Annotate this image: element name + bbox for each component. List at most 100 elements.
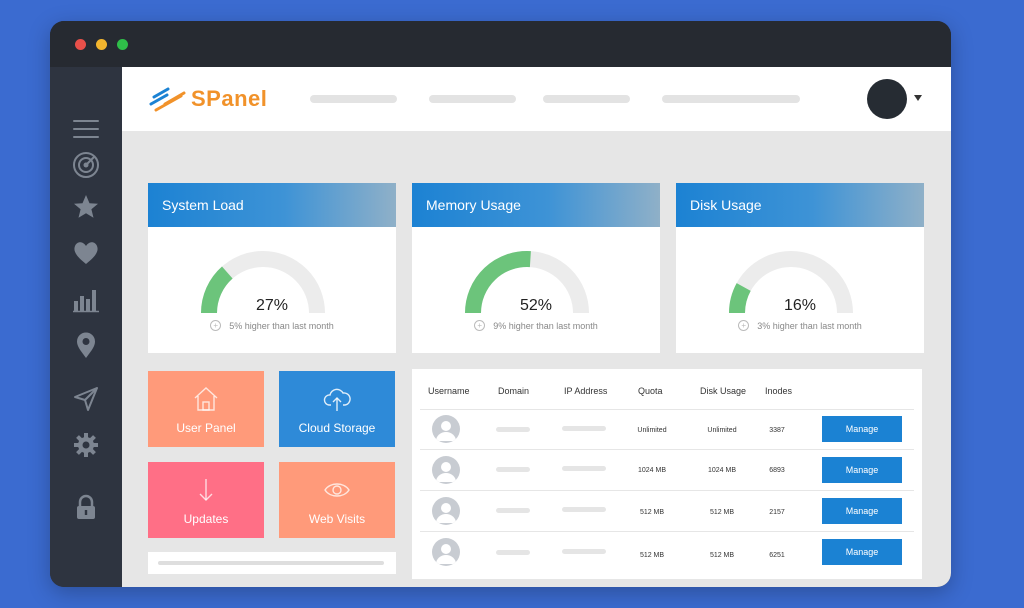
updates-tile[interactable]: Updates	[148, 462, 264, 538]
nav-item-2[interactable]	[429, 95, 516, 103]
cloud-storage-tile[interactable]: Cloud Storage	[279, 371, 395, 447]
user-avatar-icon	[432, 415, 460, 443]
accounts-table: Username Domain IP Address Quota Disk Us…	[412, 369, 922, 579]
card-title: System Load	[148, 183, 396, 227]
domain-placeholder	[496, 508, 530, 513]
logo[interactable]: SPanel	[148, 82, 267, 116]
inodes-cell: 6893	[769, 467, 785, 474]
user-avatar-icon	[432, 456, 460, 484]
radar-icon[interactable]	[68, 149, 104, 181]
gauge-percent: 27%	[255, 297, 289, 314]
eye-icon	[323, 476, 351, 504]
quota-cell: 512 MB	[639, 552, 665, 559]
quota-cell: 512 MB	[639, 509, 665, 516]
user-avatar[interactable]	[867, 79, 907, 119]
logo-text: SPanel	[191, 86, 268, 111]
column-header-ip-address: IP Address	[564, 386, 608, 396]
column-header-inodes: Inodes	[765, 386, 793, 396]
user-avatar-icon	[432, 497, 460, 525]
card-title: Memory Usage	[412, 183, 660, 227]
tile-label: User Panel	[176, 421, 236, 435]
column-header-domain: Domain	[498, 386, 530, 396]
tile-label: Cloud Storage	[298, 421, 376, 435]
column-header-disk-usage: Disk Usage	[700, 386, 747, 396]
inodes-cell: 3387	[769, 427, 785, 434]
browser-window: SPanel System Load 27% + 5% higher than …	[50, 21, 951, 587]
domain-placeholder	[496, 467, 530, 472]
domain-placeholder	[496, 550, 530, 555]
lock-icon[interactable]	[68, 491, 104, 523]
chevron-down-icon[interactable]	[914, 95, 922, 101]
gauge-percent: 16%	[783, 297, 817, 314]
manage-button[interactable]: Manage	[822, 457, 902, 483]
user-panel-tile[interactable]: User Panel	[148, 371, 264, 447]
window-titlebar	[50, 21, 951, 67]
close-window-button[interactable]	[75, 39, 86, 50]
card-title: Disk Usage	[676, 183, 924, 227]
table-divider	[420, 531, 914, 532]
table-divider	[420, 449, 914, 450]
ip-placeholder	[562, 466, 606, 471]
ip-placeholder	[562, 549, 606, 554]
menu-icon[interactable]	[68, 113, 104, 145]
plus-circle-icon: +	[210, 320, 222, 331]
cloud-upload-icon	[323, 385, 351, 413]
system-load-gauge	[201, 251, 325, 314]
disk-usage-cell: 512 MB	[709, 552, 735, 559]
nav-item-3[interactable]	[543, 95, 630, 103]
ip-placeholder	[562, 507, 606, 512]
heart-icon[interactable]	[68, 237, 104, 269]
inodes-cell: 6251	[769, 552, 785, 559]
star-icon[interactable]	[68, 191, 104, 223]
location-pin-icon[interactable]	[68, 329, 104, 361]
bottom-panel	[148, 552, 396, 574]
main-content: SPanel System Load 27% + 5% higher than …	[122, 67, 951, 587]
domain-placeholder	[496, 427, 530, 432]
quota-cell: 1024 MB	[637, 467, 667, 474]
minimize-window-button[interactable]	[96, 39, 107, 50]
gauge-note: + 5% higher than last month	[148, 320, 396, 331]
gauge-note: + 9% higher than last month	[412, 320, 660, 331]
table-divider	[420, 490, 914, 491]
gauge-note-text: 9% higher than last month	[493, 320, 598, 331]
ip-placeholder	[562, 426, 606, 431]
manage-button[interactable]: Manage	[822, 539, 902, 565]
send-icon[interactable]	[68, 383, 104, 415]
user-avatar-icon	[432, 538, 460, 566]
tile-label: Web Visits	[308, 512, 366, 526]
manage-button[interactable]: Manage	[822, 416, 902, 442]
disk-usage-cell: 1024 MB	[707, 467, 737, 474]
memory-usage-card: Memory Usage 52% + 9% higher than last m…	[412, 183, 660, 353]
maximize-window-button[interactable]	[117, 39, 128, 50]
inodes-cell: 2157	[769, 509, 785, 516]
disk-usage-cell: 512 MB	[709, 509, 735, 516]
manage-button[interactable]: Manage	[822, 498, 902, 524]
system-load-card: System Load 27% + 5% higher than last mo…	[148, 183, 396, 353]
tile-label: Updates	[183, 512, 229, 526]
house-icon	[192, 385, 220, 413]
web-visits-tile[interactable]: Web Visits	[279, 462, 395, 538]
quota-cell: Unlimited	[637, 427, 667, 434]
logo-icon	[149, 87, 186, 112]
gauge-percent: 52%	[519, 297, 553, 314]
column-header-quota: Quota	[638, 386, 663, 396]
disk-usage-card: Disk Usage 16% + 3% higher than last mon…	[676, 183, 924, 353]
plus-circle-icon: +	[474, 320, 486, 331]
memory-usage-gauge	[465, 251, 589, 314]
top-header: SPanel	[122, 67, 951, 131]
sidebar	[50, 67, 122, 587]
arrow-down-icon	[192, 476, 220, 504]
column-header-username: Username	[428, 386, 470, 396]
placeholder-bar	[158, 561, 384, 565]
bar-chart-icon[interactable]	[68, 283, 104, 315]
gauge-note-text: 3% higher than last month	[757, 320, 862, 331]
gauge-note: + 3% higher than last month	[676, 320, 924, 331]
gear-icon[interactable]	[68, 429, 104, 461]
plus-circle-icon: +	[738, 320, 750, 331]
disk-usage-cell: Unlimited	[707, 427, 737, 434]
nav-item-1[interactable]	[310, 95, 397, 103]
nav-item-4[interactable]	[662, 95, 800, 103]
gauge-note-text: 5% higher than last month	[229, 320, 334, 331]
table-divider	[420, 409, 914, 410]
disk-usage-gauge	[729, 251, 853, 314]
